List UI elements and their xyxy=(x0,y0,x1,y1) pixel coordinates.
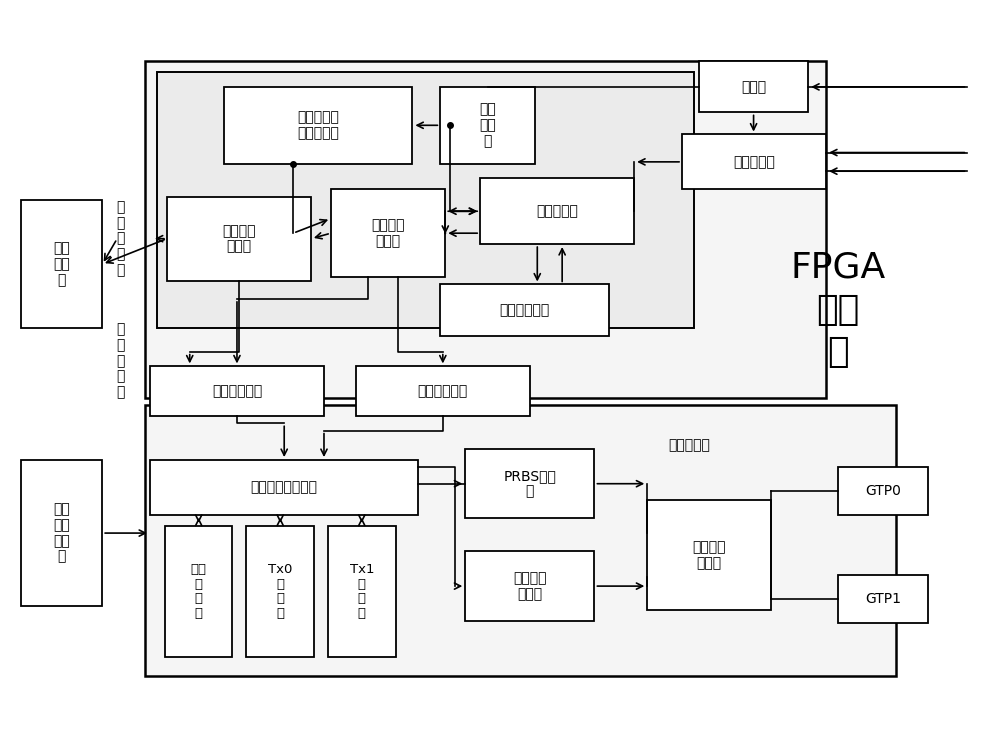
Text: 防护
计
数
器: 防护 计 数 器 xyxy=(191,563,207,620)
Bar xyxy=(465,449,594,518)
Bar xyxy=(150,366,324,416)
Bar xyxy=(838,467,928,514)
Bar xyxy=(356,366,530,416)
Bar xyxy=(699,61,808,113)
Text: PRBS产生
器: PRBS产生 器 xyxy=(503,469,556,498)
Text: Tx1
计
数
器: Tx1 计 数 器 xyxy=(350,563,374,620)
Text: 状态
编码
器: 状态 编码 器 xyxy=(53,242,70,287)
Text: 接收字计数器: 接收字计数器 xyxy=(418,384,468,398)
Text: GTP0: GTP0 xyxy=(865,484,901,498)
Bar xyxy=(682,134,826,189)
Text: 数据包头
产生器: 数据包头 产生器 xyxy=(513,571,547,601)
Bar xyxy=(440,87,535,164)
Text: 第二逻辑
门电路: 第二逻辑 门电路 xyxy=(693,540,726,570)
Bar xyxy=(246,525,314,657)
Bar xyxy=(224,87,412,164)
Bar xyxy=(157,72,694,328)
Bar xyxy=(331,189,445,277)
Bar xyxy=(440,284,609,335)
Bar xyxy=(838,576,928,623)
Bar xyxy=(145,61,826,398)
Bar xyxy=(21,200,102,328)
Text: 同步检测
状态机: 同步检测 状态机 xyxy=(222,224,256,254)
Bar xyxy=(150,460,418,514)
Bar xyxy=(480,178,634,244)
Bar xyxy=(328,525,396,657)
Text: 控制
信号
译码
器: 控制 信号 译码 器 xyxy=(53,503,70,564)
Text: 分频器: 分频器 xyxy=(741,80,766,94)
Text: 数据重构器: 数据重构器 xyxy=(733,155,775,169)
Bar xyxy=(167,197,311,281)
Text: 误
码
检
测
器: 误 码 检 测 器 xyxy=(116,200,125,277)
Text: 随机
种子
器: 随机 种子 器 xyxy=(479,102,496,148)
Bar xyxy=(647,500,771,610)
Text: 误比特计数器: 误比特计数器 xyxy=(212,384,262,398)
Bar xyxy=(165,525,232,657)
Bar xyxy=(21,460,102,607)
Bar xyxy=(465,551,594,621)
Text: GTP1: GTP1 xyxy=(865,593,901,607)
Text: 接收状态机: 接收状态机 xyxy=(536,204,578,218)
Text: 误
码
检
测
器: 误 码 检 测 器 xyxy=(116,323,125,399)
Text: Tx0
计
数
器: Tx0 计 数 器 xyxy=(268,563,292,620)
Text: FPGA
处理
器: FPGA 处理 器 xyxy=(790,251,886,369)
Bar xyxy=(145,405,896,676)
Text: 本地伪随机
系列产生器: 本地伪随机 系列产生器 xyxy=(297,111,339,140)
Text: 第一逻辑
门电路: 第一逻辑 门电路 xyxy=(371,218,405,248)
Text: 码型产生器: 码型产生器 xyxy=(668,439,710,453)
Text: 数据包封装状态机: 数据包封装状态机 xyxy=(251,481,318,495)
Text: 包长度计数器: 包长度计数器 xyxy=(500,303,550,317)
